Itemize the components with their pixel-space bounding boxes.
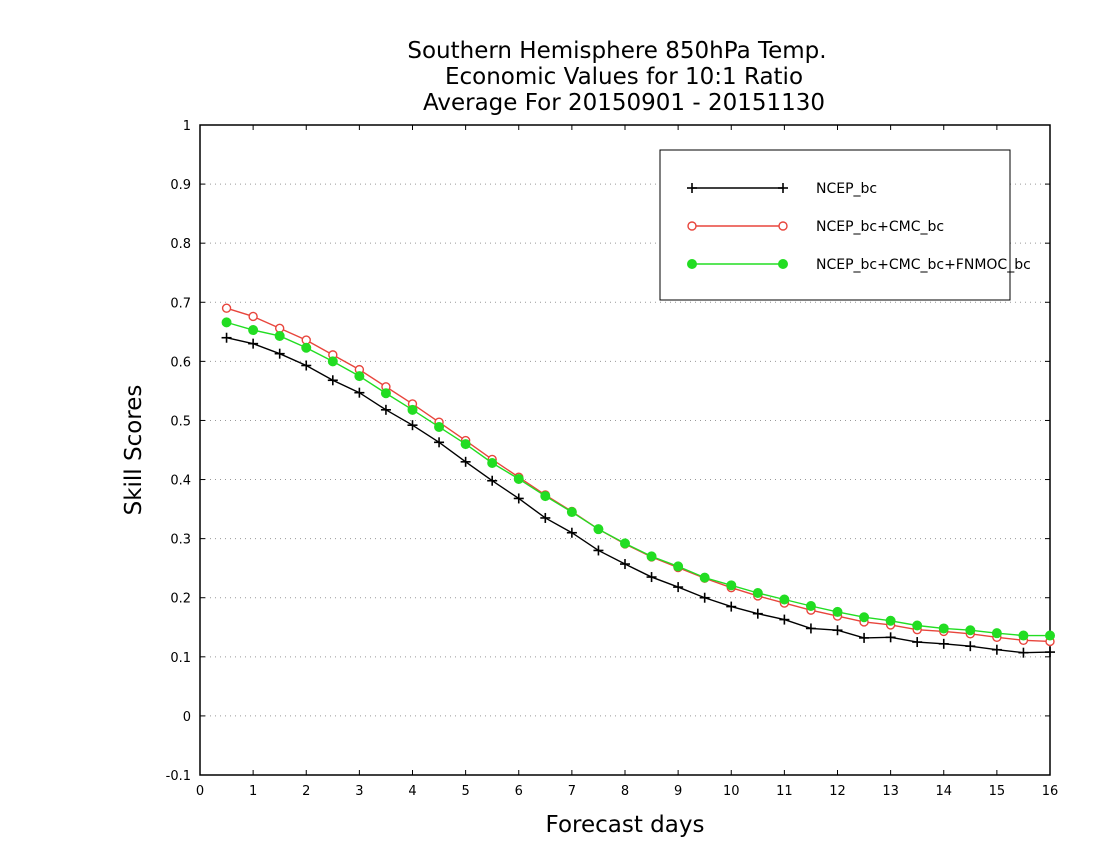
data-point [327, 356, 338, 367]
y-tick-label: 0.6 [170, 355, 191, 370]
x-tick-label: 7 [568, 784, 576, 799]
data-point [620, 538, 630, 549]
y-tick-label: 0.5 [170, 414, 191, 429]
data-point [832, 606, 843, 617]
y-tick-label: 0.4 [170, 474, 191, 489]
series-line [226, 307, 1051, 643]
data-point [248, 311, 258, 322]
title-line-3: Average For 20150901 - 20151130 [423, 90, 825, 116]
y-tick-label: 0.8 [170, 237, 191, 252]
data-point [301, 342, 312, 353]
data-point [513, 473, 524, 484]
x-tick-label: 10 [723, 784, 740, 799]
data-point [380, 388, 391, 399]
y-tick-label: 1 [183, 119, 191, 134]
x-tick-label: 14 [935, 784, 952, 799]
data-point [540, 491, 551, 502]
data-point [726, 580, 737, 591]
series-group [221, 303, 1055, 658]
data-point [673, 561, 684, 572]
x-tick-label: 6 [515, 784, 523, 799]
data-point [434, 421, 445, 432]
chart-title: Southern Hemisphere 850hPa Temp. Economi… [407, 38, 826, 116]
x-tick-label: 12 [829, 784, 846, 799]
data-point [991, 628, 1002, 639]
legend-item: NCEP_bc+CMC_bc [687, 219, 944, 235]
x-tick-label: 11 [776, 784, 793, 799]
data-point [885, 615, 896, 626]
x-tick-label: 3 [355, 784, 363, 799]
legend: NCEP_bc NCEP_bc+CMC_bc NCEP_bc+CMC_bc+FNMO… [659, 149, 1031, 301]
data-point [487, 458, 498, 468]
data-point [274, 330, 285, 341]
data-point [460, 439, 471, 450]
x-tick-label: 13 [882, 784, 899, 799]
x-tick-label: 4 [408, 784, 416, 799]
y-tick-label: 0.3 [170, 533, 191, 548]
legend-box [659, 149, 1011, 301]
legend-label: NCEP_bc+CMC_bc [816, 219, 944, 235]
x-tick-label: 8 [621, 784, 629, 799]
y-tick-label: 0.1 [170, 651, 191, 666]
legend-item: NCEP_bc+CMC_bc+FNMOC_bc [687, 257, 1031, 273]
data-point [779, 594, 790, 605]
data-point [778, 259, 788, 269]
x-axis-ticks: 0 1 2 3 4 5 6 7 8 9 10 11 12 13 14 15 16 [196, 125, 1058, 799]
data-point [965, 625, 976, 636]
data-point [407, 404, 418, 415]
series-line [226, 321, 1050, 637]
series-2 [221, 303, 1055, 647]
data-point [699, 572, 710, 583]
data-point [778, 221, 788, 231]
x-tick-label: 0 [196, 784, 204, 799]
x-tick-label: 2 [302, 784, 310, 799]
data-point [221, 317, 232, 328]
series-3 [221, 317, 1055, 641]
data-point [1045, 630, 1055, 641]
y-tick-label: 0.9 [170, 178, 191, 193]
x-tick-label: 15 [989, 784, 1006, 799]
data-point [859, 612, 870, 623]
x-tick-label: 16 [1042, 784, 1059, 799]
legend-label: NCEP_bc+CMC_bc+FNMOC_bc [816, 257, 1031, 273]
data-point [687, 221, 697, 231]
data-point [912, 620, 923, 631]
data-point [593, 524, 604, 535]
data-point [221, 303, 232, 313]
data-point [566, 507, 577, 518]
title-line-2: Economic Values for 10:1 Ratio [445, 64, 803, 90]
x-axis-label: Forecast days [546, 812, 705, 838]
data-point [938, 623, 949, 634]
series-line [226, 337, 1051, 654]
y-axis-label: Skill Scores [121, 385, 147, 516]
legend-label: NCEP_bc [816, 181, 877, 197]
x-tick-label: 5 [461, 784, 469, 799]
data-point [354, 371, 365, 382]
data-point [687, 259, 697, 269]
data-point [1018, 630, 1029, 641]
title-line-1: Southern Hemisphere 850hPa Temp. [407, 38, 826, 64]
data-point [248, 325, 259, 336]
x-tick-label: 1 [249, 784, 257, 799]
data-point [805, 601, 816, 611]
data-point [752, 588, 763, 598]
y-tick-label: 0 [183, 710, 191, 725]
legend-item: NCEP_bc [687, 181, 877, 197]
series-1 [221, 332, 1055, 658]
y-tick-label: 0.2 [170, 592, 191, 607]
data-point [646, 551, 657, 562]
y-tick-label: 0.7 [170, 296, 191, 311]
x-tick-label: 9 [674, 784, 682, 799]
y-tick-label: -0.1 [166, 769, 191, 784]
y-axis-ticks: -0.1 0 0.1 0.2 0.3 0.4 0.5 0.6 0.7 0.8 0.9 1 [166, 119, 1050, 784]
